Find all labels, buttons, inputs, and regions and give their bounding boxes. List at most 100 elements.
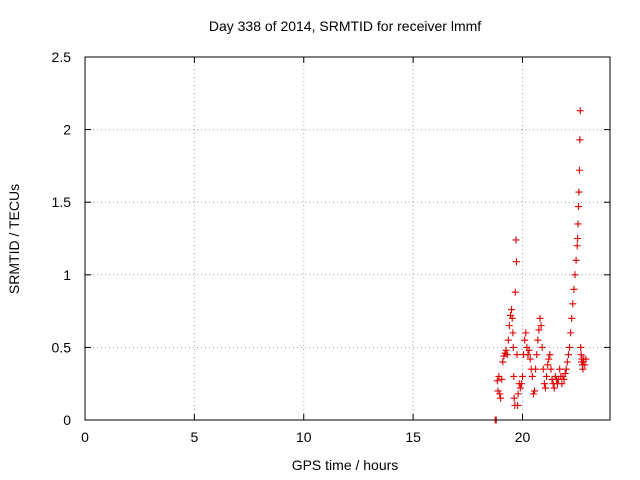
x-tick-label: 20 — [515, 429, 531, 445]
data-point — [563, 358, 571, 366]
data-point — [544, 361, 552, 369]
data-point — [524, 351, 532, 359]
data-point — [564, 351, 572, 359]
data-point — [508, 314, 516, 322]
data-point — [514, 401, 522, 409]
data-point — [510, 372, 518, 380]
y-tick-label: 0 — [63, 412, 71, 428]
data-point — [511, 288, 519, 296]
y-tick-label: 0.5 — [52, 339, 72, 355]
data-point — [540, 380, 548, 388]
data-point — [500, 352, 508, 360]
data-point — [536, 314, 544, 322]
tick-labels: 0 5 10 15 20 0 0.5 1 1.5 2 2.5 — [52, 49, 531, 445]
x-tick-label: 0 — [81, 429, 89, 445]
x-axis-title: GPS time / hours — [292, 457, 399, 473]
data-point — [558, 380, 566, 388]
data-point — [519, 372, 526, 380]
data-point — [576, 136, 584, 144]
data-point — [543, 372, 551, 380]
x-tick-label: 15 — [405, 429, 421, 445]
data-point — [573, 242, 581, 250]
data-point — [517, 380, 525, 388]
data-point — [502, 346, 510, 354]
data-point — [577, 343, 585, 351]
data-point — [575, 188, 583, 196]
data-point — [538, 343, 546, 351]
data-point — [570, 285, 578, 293]
data-point — [560, 375, 568, 383]
plot-frame — [84, 56, 611, 421]
x-tick-label: 5 — [190, 429, 198, 445]
data-point — [504, 336, 512, 344]
data-point — [547, 365, 555, 373]
x-tick-label: 10 — [296, 429, 312, 445]
data-point — [571, 271, 579, 279]
axis-ticks — [84, 56, 610, 421]
data-point — [506, 311, 514, 319]
data-point — [577, 351, 585, 359]
data-point — [505, 322, 513, 330]
data-point — [574, 220, 582, 228]
data-point — [541, 384, 549, 392]
data-point — [514, 390, 522, 398]
y-tick-label: 2 — [63, 122, 71, 138]
data-point — [521, 336, 529, 344]
data-point — [522, 329, 530, 337]
data-point — [537, 322, 545, 330]
data-point — [512, 236, 520, 244]
data-points — [491, 107, 590, 424]
chart-title: Day 338 of 2014, SRMTID for receiver lmm… — [209, 18, 481, 34]
data-point — [497, 394, 505, 402]
data-point — [496, 390, 504, 398]
data-point — [568, 314, 576, 322]
data-point — [582, 355, 590, 363]
data-point — [539, 365, 547, 373]
data-point — [566, 343, 574, 351]
data-point — [579, 365, 587, 373]
data-point — [512, 258, 520, 266]
data-point — [493, 377, 501, 385]
data-point — [499, 358, 507, 366]
data-point — [572, 256, 580, 264]
data-point — [503, 351, 511, 359]
data-point — [562, 365, 570, 373]
grid-lines — [85, 57, 610, 420]
data-point — [575, 203, 582, 211]
data-point — [529, 390, 537, 398]
y-tick-label: 1.5 — [52, 194, 72, 210]
data-point — [510, 394, 518, 402]
data-point — [569, 300, 577, 308]
data-point — [526, 355, 534, 363]
data-point — [516, 384, 524, 392]
data-point — [534, 336, 542, 344]
data-point — [576, 107, 584, 115]
data-point — [528, 372, 536, 380]
data-point — [550, 384, 558, 392]
data-point — [525, 346, 533, 354]
data-point — [509, 343, 517, 351]
data-point — [494, 387, 502, 395]
data-point — [561, 370, 569, 378]
y-axis-title: SRMTID / TECUs — [6, 184, 22, 294]
data-point — [533, 351, 541, 359]
data-point — [567, 329, 575, 337]
data-point — [513, 351, 521, 359]
data-point — [574, 235, 582, 242]
data-point — [532, 365, 540, 373]
data-point — [535, 326, 543, 334]
data-point — [545, 355, 553, 363]
data-point — [531, 387, 539, 395]
data-point — [546, 351, 554, 359]
data-point — [556, 365, 564, 373]
data-point — [509, 329, 517, 337]
y-tick-label: 2.5 — [52, 49, 72, 65]
data-point — [581, 361, 589, 369]
data-point — [498, 375, 506, 383]
data-point — [575, 166, 583, 174]
y-tick-label: 1 — [63, 267, 71, 283]
data-point — [508, 306, 516, 314]
